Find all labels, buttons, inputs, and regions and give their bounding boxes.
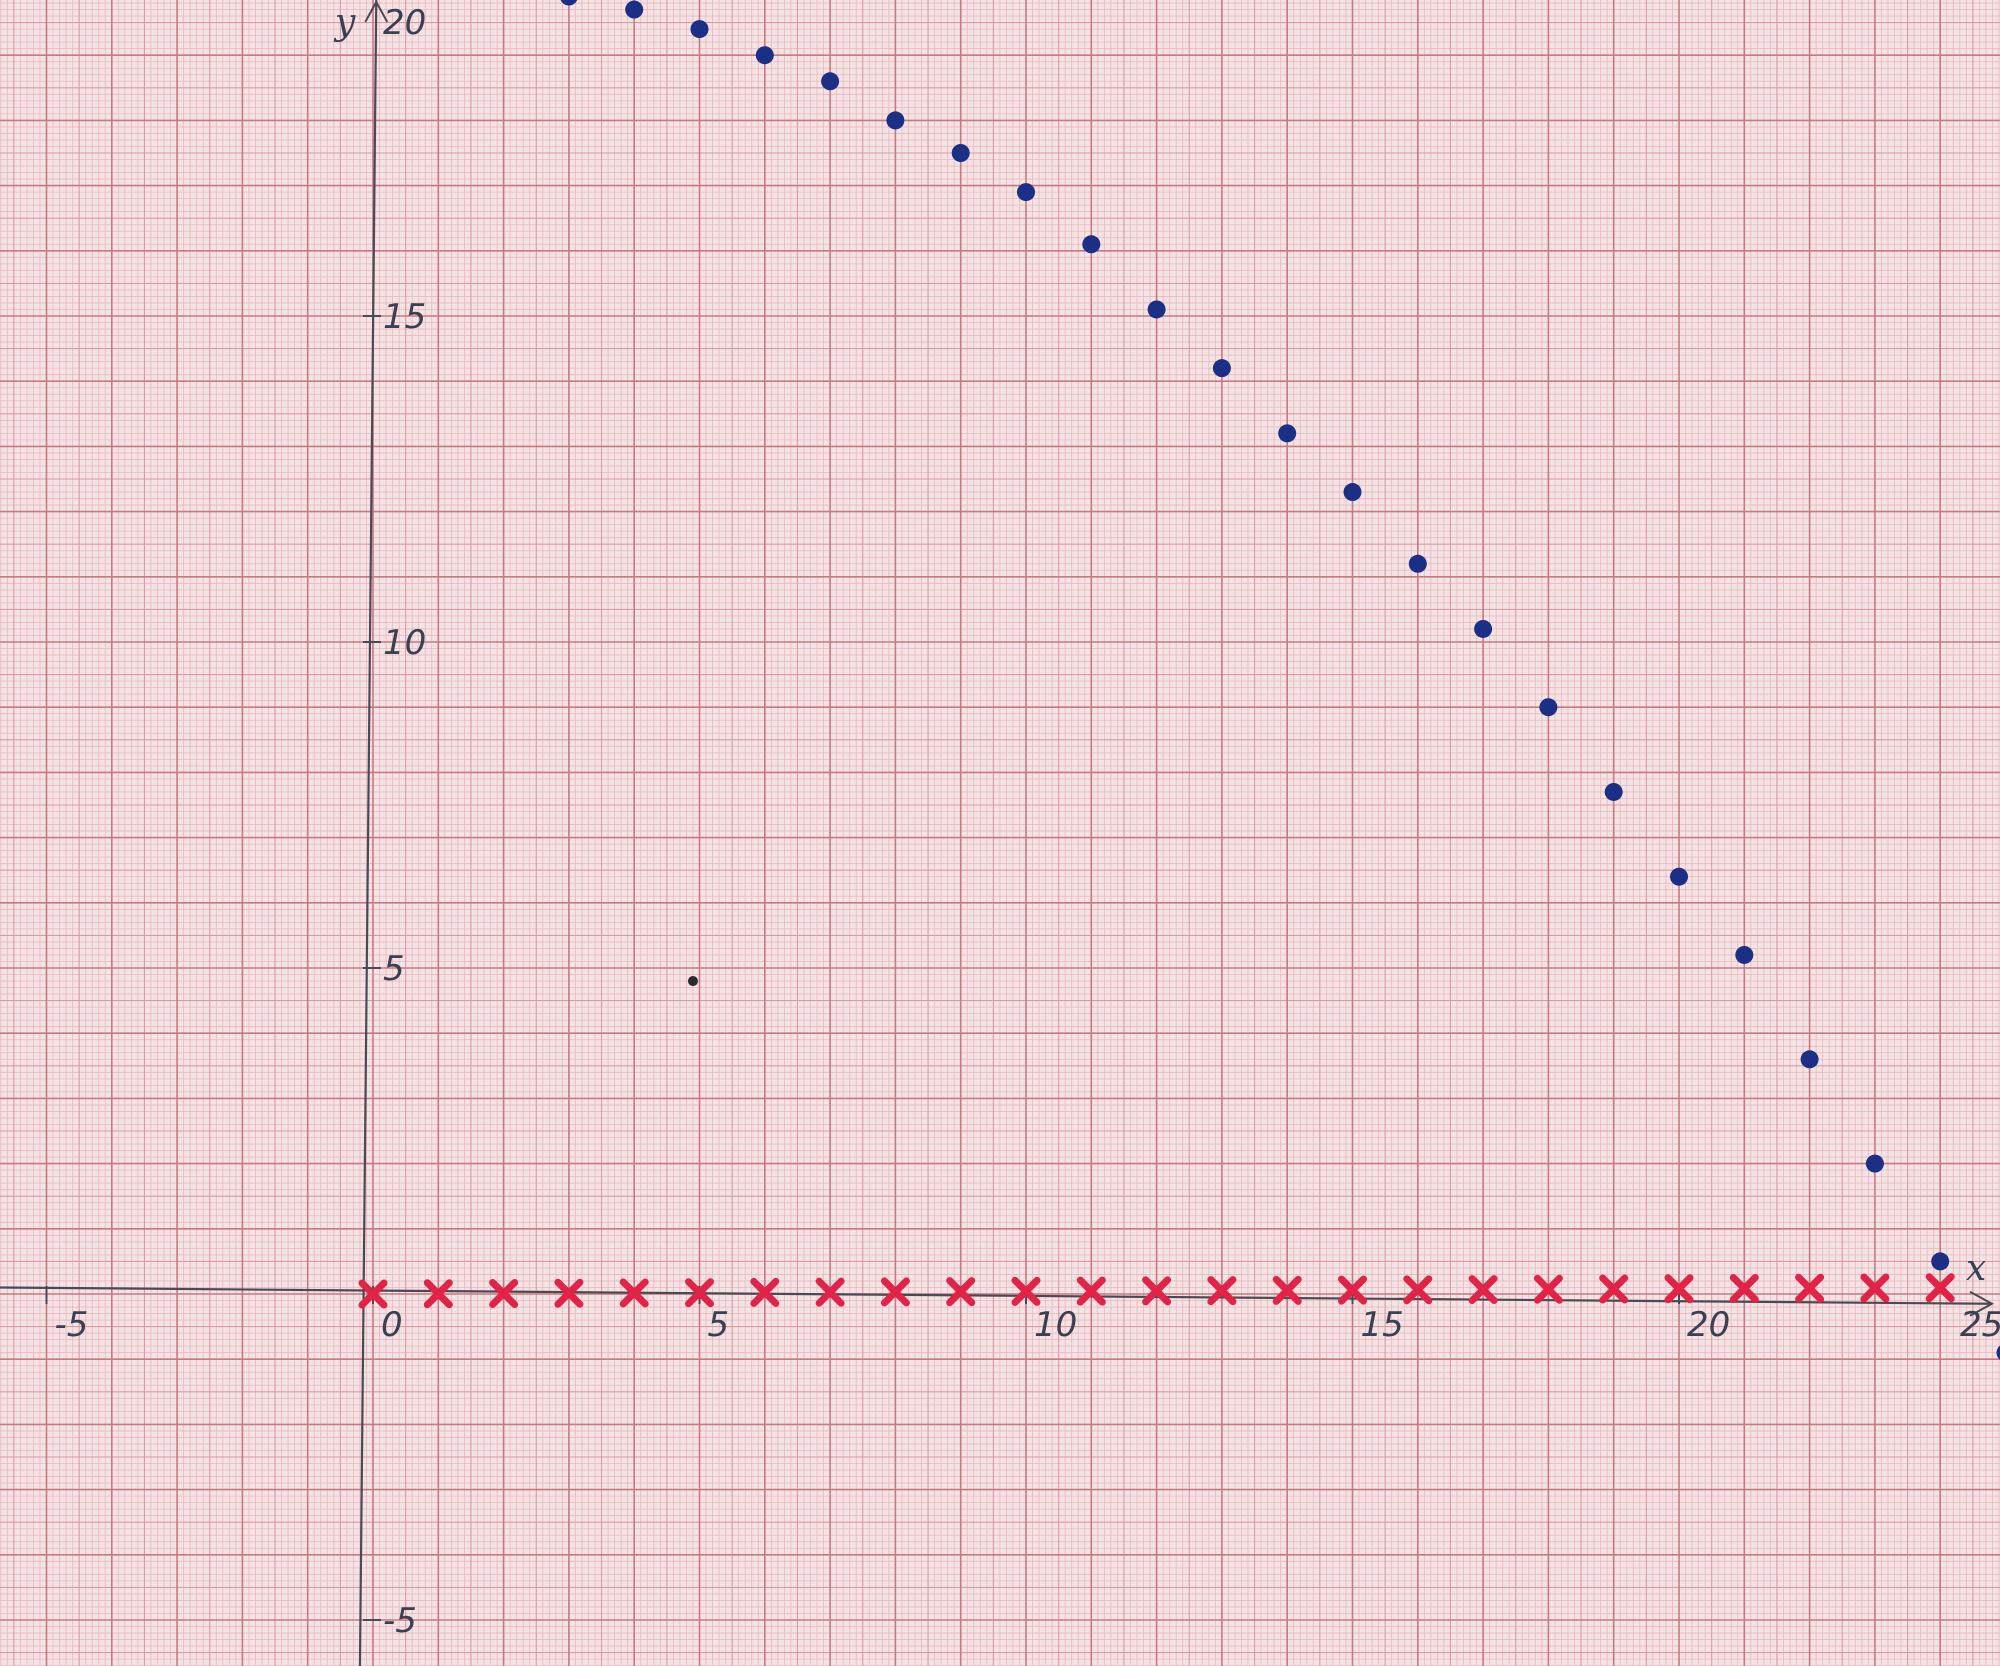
data-point-cross <box>619 1278 649 1308</box>
data-point-dot <box>560 0 578 6</box>
data-point-cross <box>946 1277 976 1307</box>
x-axis-label: x <box>1966 1248 1986 1289</box>
y-tick-label: 5 <box>383 949 405 989</box>
data-point-cross <box>1207 1276 1237 1306</box>
data-point-dot <box>1604 782 1623 801</box>
data-point-cross <box>554 1278 584 1308</box>
data-point-dot <box>1343 483 1362 502</box>
data-point-cross <box>880 1277 910 1307</box>
data-point-dot <box>1670 867 1688 886</box>
data-point-dot <box>625 0 644 19</box>
data-point-cross <box>1011 1276 1041 1306</box>
data-point-dot <box>1539 698 1558 717</box>
data-point-cross <box>1599 1274 1629 1304</box>
y-tick-label: 20 <box>383 3 426 43</box>
data-point-cross <box>1664 1274 1694 1304</box>
x-tick-labels: -5 0 5 10 15 20 25 <box>55 1305 2000 1345</box>
y-axis-label: y <box>333 2 356 43</box>
stray-marks <box>687 976 698 987</box>
data-point-cross <box>815 1277 845 1307</box>
data-point-dot <box>755 46 774 65</box>
data-point-dot <box>951 144 970 162</box>
data-point-cross <box>685 1278 714 1308</box>
data-point-cross <box>358 1279 388 1309</box>
y-tick-label: 15 <box>383 297 426 337</box>
data-point-dot <box>1996 1345 2000 1360</box>
data-point-dot <box>1278 424 1297 443</box>
data-point-dot <box>1212 359 1231 378</box>
data-point-dot <box>886 111 905 130</box>
x-tick-label: -5 <box>55 1305 89 1345</box>
data-point-cross <box>750 1277 780 1307</box>
x-tick-label: 15 <box>1361 1305 1404 1345</box>
x-tick-label: 0 <box>381 1305 403 1345</box>
data-point-dot <box>1082 235 1101 254</box>
y-tick-labels: 20 15 10 5 -5 <box>383 3 426 1641</box>
y-tick-label: 10 <box>383 623 426 663</box>
y-tick-label: -5 <box>383 1601 417 1641</box>
y-axis-line <box>358 0 378 1666</box>
data-point-dot <box>1408 554 1427 573</box>
data-point-cross <box>489 1278 519 1308</box>
x-tick-label: 20 <box>1687 1305 1730 1345</box>
y-axis-arrow <box>364 0 389 23</box>
data-point-cross <box>1729 1274 1759 1304</box>
series-blue-dots <box>560 0 2000 1360</box>
data-point-dot <box>1865 1154 1884 1173</box>
data-point-cross <box>1860 1273 1890 1303</box>
data-point-dot <box>690 20 709 39</box>
x-tick-label: 10 <box>1034 1305 1077 1345</box>
data-point-dot <box>1147 300 1166 319</box>
x-axis-line <box>0 1286 1993 1305</box>
data-point-cross <box>1076 1276 1106 1306</box>
data-point-cross <box>1468 1275 1498 1305</box>
data-point-dot <box>1735 945 1754 964</box>
data-point-dot <box>1017 183 1035 202</box>
x-axis-arrow <box>1969 1290 1995 1317</box>
data-point-cross <box>1533 1274 1563 1304</box>
data-point-cross <box>423 1279 453 1309</box>
data-point-cross <box>1272 1275 1302 1305</box>
data-point-cross <box>1403 1275 1433 1305</box>
x-tick-label: 25 <box>1960 1305 2000 1345</box>
data-point-dot <box>821 72 840 91</box>
data-point-cross <box>1795 1273 1825 1303</box>
data-point-dot <box>1931 1252 1950 1271</box>
x-tick-label: 5 <box>708 1305 730 1345</box>
data-point-dot <box>1474 619 1493 638</box>
stray-ink-dot <box>687 976 698 987</box>
data-point-cross <box>1925 1273 1955 1303</box>
data-point-cross <box>1338 1275 1367 1305</box>
data-point-dot <box>1800 1050 1819 1069</box>
series-red-crosses <box>358 1273 1955 1309</box>
data-point-cross <box>1142 1276 1172 1306</box>
